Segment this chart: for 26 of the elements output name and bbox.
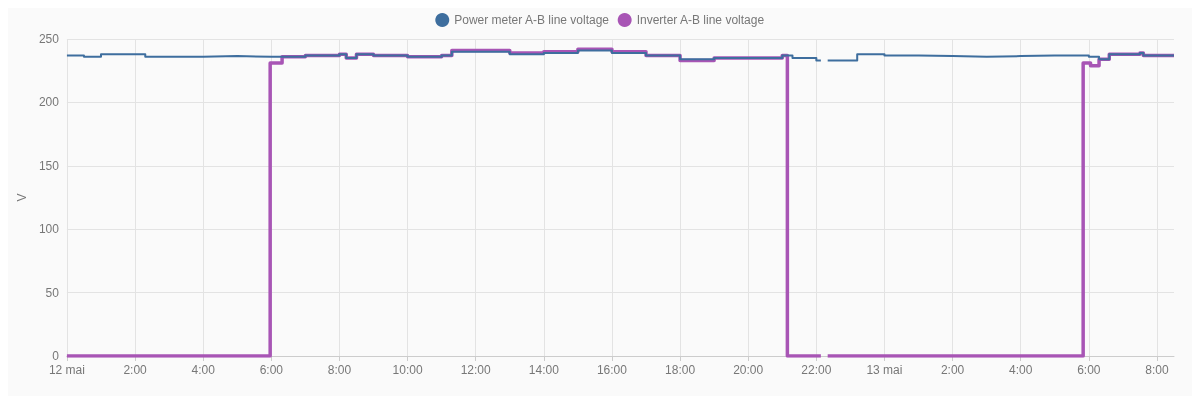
legend-label: Inverter A-B line voltage bbox=[636, 13, 765, 27]
x-tick-label: 12:00 bbox=[460, 363, 492, 377]
y-tick-label: 150 bbox=[38, 158, 60, 173]
legend-label: Power meter A-B line voltage bbox=[454, 13, 610, 27]
y-tick-label: 100 bbox=[38, 222, 60, 237]
x-tick-label: 22:00 bbox=[801, 363, 832, 377]
y-tick-label: 200 bbox=[38, 95, 60, 110]
x-tick-label: 8:00 bbox=[1145, 363, 1169, 377]
x-tick-label: 13 mai bbox=[866, 363, 903, 377]
y-tick-label: 250 bbox=[38, 32, 60, 46]
x-tick-label: 12 mai bbox=[48, 363, 85, 377]
x-tick-label: 2:00 bbox=[123, 363, 148, 377]
x-tick-label: 20:00 bbox=[733, 363, 764, 377]
y-tick-label: 50 bbox=[45, 285, 60, 300]
x-tick-label: 2:00 bbox=[940, 363, 965, 377]
x-tick-label: 14:00 bbox=[528, 363, 560, 377]
x-tick-label: 6:00 bbox=[259, 363, 284, 377]
x-tick-label: 8:00 bbox=[327, 363, 352, 377]
x-tick-label: 16:00 bbox=[596, 363, 628, 377]
x-tick-label: 6:00 bbox=[1077, 363, 1101, 377]
y-axis-title: V bbox=[15, 193, 29, 202]
x-tick-label: 10:00 bbox=[392, 363, 423, 377]
x-tick-label: 4:00 bbox=[1009, 363, 1033, 377]
x-tick-label: 4:00 bbox=[191, 363, 216, 377]
x-tick-label: 18:00 bbox=[665, 363, 696, 377]
y-tick-label: 0 bbox=[52, 349, 60, 363]
